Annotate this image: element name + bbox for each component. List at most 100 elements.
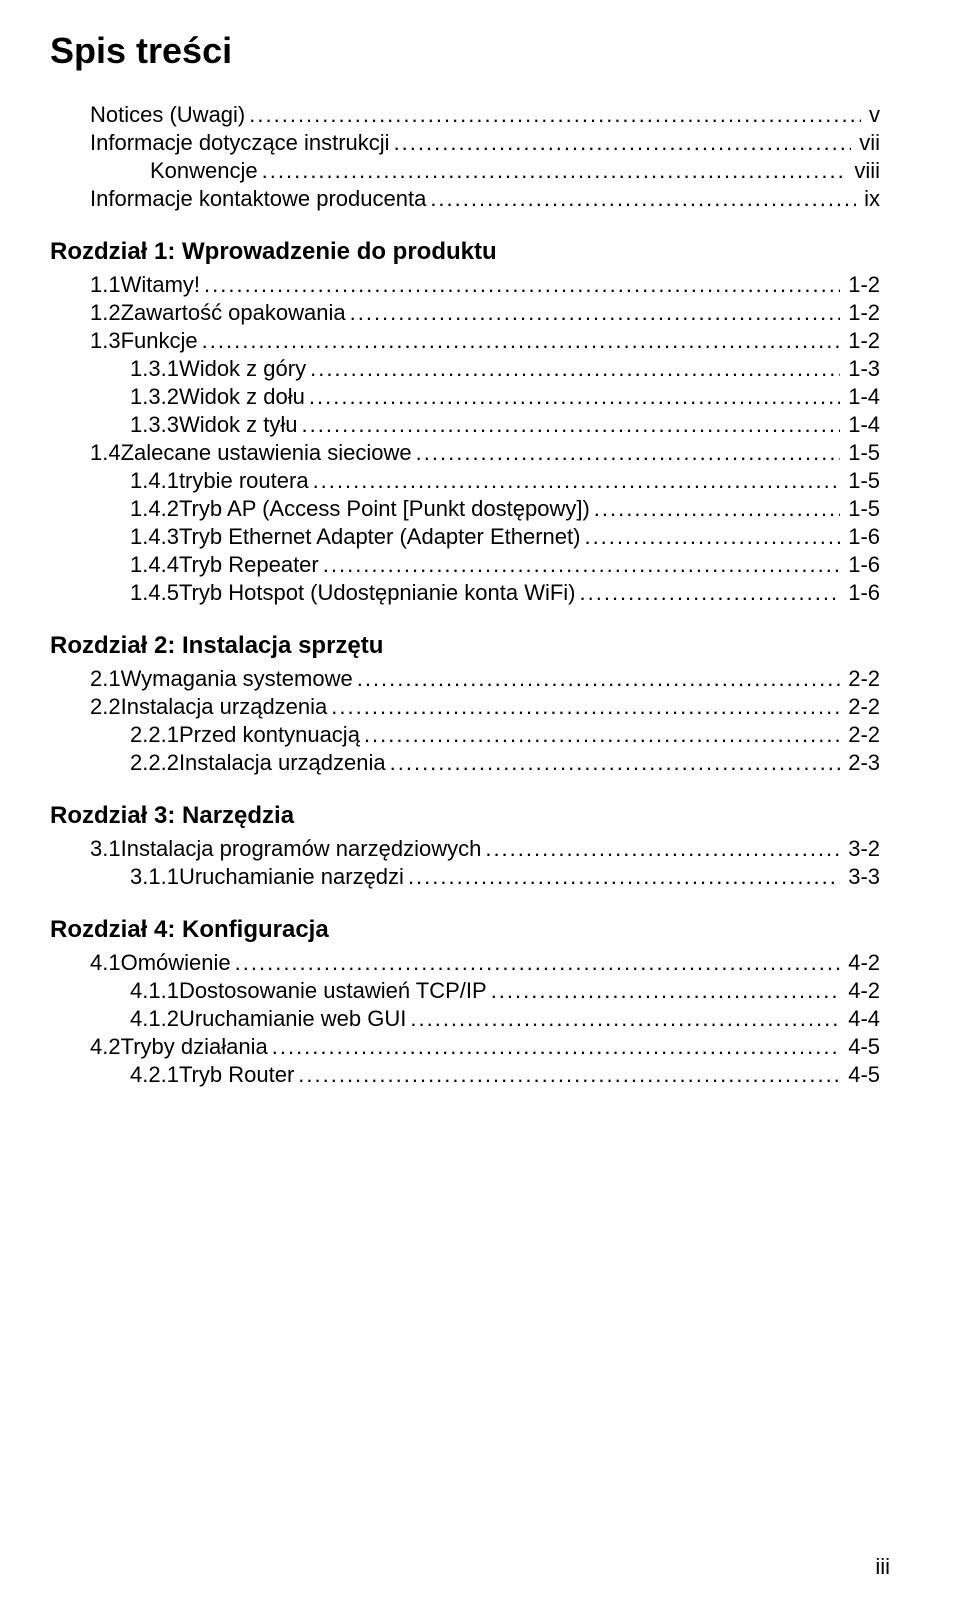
toc-num: 4.1.2	[130, 1006, 179, 1032]
toc-num: 1.3.3	[130, 412, 179, 438]
toc-entry: 4.2Tryby działania 4-5	[50, 1034, 880, 1060]
toc-page-ref: 1-6	[844, 552, 880, 578]
toc-label: Informacje kontaktowe producenta	[90, 186, 426, 212]
toc-entry: 1.3Funkcje1-2	[50, 328, 880, 354]
toc-label: Tryb Repeater	[179, 552, 319, 578]
toc-leader-dots	[262, 158, 847, 184]
toc-page-ref: 1-2	[844, 272, 880, 298]
toc-entry: 1.3.3Widok z tyłu 1-4	[50, 412, 880, 438]
toc-entry: 1.4.5Tryb Hotspot (Udostępnianie konta W…	[50, 580, 880, 606]
toc-num: 1.4	[90, 440, 121, 466]
toc-label: Tryb Hotspot (Udostępnianie konta WiFi)	[179, 580, 576, 606]
toc-label: Informacje dotyczące instrukcji	[90, 130, 390, 156]
toc-leader-dots	[350, 300, 841, 326]
toc-num: 2.1	[90, 666, 121, 692]
toc-entry: 1.4.3Tryb Ethernet Adapter (Adapter Ethe…	[50, 524, 880, 550]
toc-entry: Informacje kontaktowe producenta ix	[50, 186, 880, 212]
toc-label: Tryby działania	[121, 1034, 268, 1060]
toc-label: Zawartość opakowania	[121, 300, 346, 326]
toc-label: Widok z góry	[179, 356, 306, 382]
toc-num: 1.4.2	[130, 496, 179, 522]
toc-leader-dots	[272, 1034, 840, 1060]
toc-leader-dots	[430, 186, 856, 212]
toc-leader-dots	[302, 412, 841, 438]
front-matter-block: Notices (Uwagi) v Informacje dotyczące i…	[50, 102, 880, 212]
toc-entry: 3.1.1Uruchamianie narzędzi3-3	[50, 864, 880, 890]
toc-page-ref: 1-5	[844, 496, 880, 522]
toc-label: Instalacja urządzenia	[179, 750, 386, 776]
toc-page-ref: 4-2	[844, 950, 880, 976]
toc-leader-dots	[249, 102, 861, 128]
toc-page-ref: 1-4	[844, 412, 880, 438]
toc-leader-dots	[410, 1006, 840, 1032]
toc-leader-dots	[594, 496, 840, 522]
page-number: iii	[875, 1554, 890, 1580]
toc-label: Widok z tyłu	[179, 412, 298, 438]
toc-entry: 4.2.1Tryb Router4-5	[50, 1062, 880, 1088]
toc-page: Spis treści Notices (Uwagi) v Informacje…	[0, 0, 960, 1610]
toc-entry: 3.1Instalacja programów narzędziowych3-2	[50, 836, 880, 862]
toc-page-ref: 4-2	[844, 978, 880, 1004]
toc-leader-dots	[416, 440, 841, 466]
toc-entry: 4.1Omówienie4-2	[50, 950, 880, 976]
toc-label: Tryb Router	[179, 1062, 294, 1088]
toc-label: Zalecane ustawienia sieciowe	[121, 440, 412, 466]
toc-label: Notices (Uwagi)	[90, 102, 245, 128]
toc-entry: 2.2.2Instalacja urządzenia2-3	[50, 750, 880, 776]
toc-leader-dots	[485, 836, 840, 862]
toc-label: Przed kontynuacją	[179, 722, 360, 748]
toc-page-ref: 4-5	[844, 1034, 880, 1060]
toc-page-ref: 4-4	[844, 1006, 880, 1032]
toc-label: Tryb AP (Access Point [Punkt dostępowy])	[179, 496, 590, 522]
toc-page-ref: 1-5	[844, 440, 880, 466]
toc-label: Dostosowanie ustawień TCP/IP	[179, 978, 487, 1004]
toc-entry: 2.2.1Przed kontynuacją 2-2	[50, 722, 880, 748]
toc-entry: 1.4.4Tryb Repeater1-6	[50, 552, 880, 578]
toc-page-ref: 4-5	[844, 1062, 880, 1088]
toc-entry: 1.4.2Tryb AP (Access Point [Punkt dostęp…	[50, 496, 880, 522]
toc-num: 3.1.1	[130, 864, 179, 890]
toc-label: Uruchamianie narzędzi	[179, 864, 404, 890]
toc-entry: 1.3.2Widok z dołu1-4	[50, 384, 880, 410]
toc-page-ref: 1-6	[844, 524, 880, 550]
toc-num: 1.3.2	[130, 384, 179, 410]
toc-leader-dots	[202, 328, 841, 354]
toc-leader-dots	[323, 552, 840, 578]
toc-leader-dots	[310, 356, 840, 382]
toc-title: Spis treści	[50, 30, 880, 72]
toc-leader-dots	[235, 950, 841, 976]
toc-page-ref: vii	[855, 130, 880, 156]
toc-leader-dots	[394, 130, 852, 156]
toc-leader-dots	[357, 666, 841, 692]
toc-leader-dots	[580, 580, 841, 606]
toc-label: Uruchamianie web GUI	[179, 1006, 406, 1032]
toc-leader-dots	[584, 524, 840, 550]
toc-page-ref: 1-6	[844, 580, 880, 606]
toc-leader-dots	[313, 468, 841, 494]
toc-leader-dots	[309, 384, 840, 410]
toc-entry: 2.1Wymagania systemowe2-2	[50, 666, 880, 692]
toc-leader-dots	[408, 864, 840, 890]
toc-leader-dots	[390, 750, 841, 776]
toc-num: 1.4.3	[130, 524, 179, 550]
toc-entry: 2.2Instalacja urządzenia2-2	[50, 694, 880, 720]
toc-entry: Notices (Uwagi) v	[50, 102, 880, 128]
toc-leader-dots	[331, 694, 840, 720]
toc-num: 2.2	[90, 694, 121, 720]
toc-entry: 4.1.1Dostosowanie ustawień TCP/IP4-2	[50, 978, 880, 1004]
toc-entry: 1.4Zalecane ustawienia sieciowe 1-5	[50, 440, 880, 466]
toc-num: 4.2	[90, 1034, 121, 1060]
toc-entry: 1.4.1trybie routera1-5	[50, 468, 880, 494]
toc-label: Konwencje	[150, 158, 258, 184]
toc-num: 1.1	[90, 272, 121, 298]
toc-num: 1.3.1	[130, 356, 179, 382]
toc-entry: 1.3.1Widok z góry1-3	[50, 356, 880, 382]
toc-num: 2.2.1	[130, 722, 179, 748]
toc-page-ref: 2-2	[844, 722, 880, 748]
toc-num: 4.1	[90, 950, 121, 976]
toc-label: Witamy!	[121, 272, 200, 298]
toc-label: Tryb Ethernet Adapter (Adapter Ethernet)	[179, 524, 581, 550]
toc-leader-dots	[364, 722, 840, 748]
toc-label: Wymagania systemowe	[121, 666, 353, 692]
toc-page-ref: 1-4	[844, 384, 880, 410]
